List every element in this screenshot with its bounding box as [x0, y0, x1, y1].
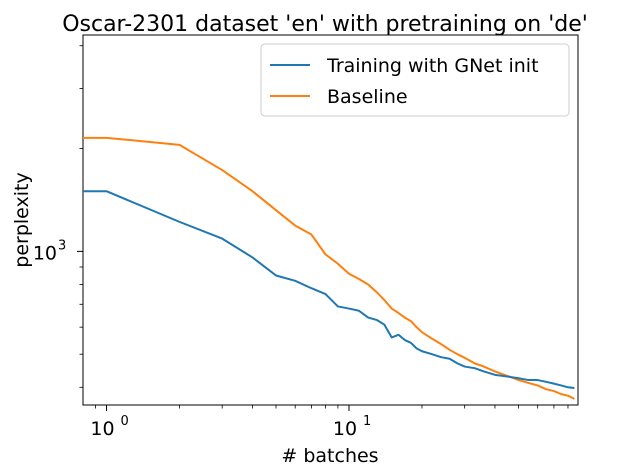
chart-title: Oscar-2301 dataset 'en' with pretraining… [62, 12, 588, 37]
legend: Training with GNet init Baseline [260, 43, 570, 117]
legend-frame [260, 43, 570, 117]
y-tick-label: 10 [33, 242, 57, 264]
x-axis-label: # batches [281, 445, 378, 467]
series-line-baseline [83, 136, 575, 400]
x-tick-exponent: 0 [120, 414, 128, 429]
series-line-gnet [83, 190, 575, 390]
x-tick-label: 10 [90, 418, 114, 440]
x-tick-label: 10 [333, 418, 357, 440]
plot-frame [82, 34, 579, 406]
legend-label-baseline: Baseline [327, 86, 408, 108]
series-group [83, 136, 575, 400]
x-tick-exponent: 1 [363, 414, 371, 429]
legend-label-gnet: Training with GNet init [326, 55, 539, 77]
y-tick-exponent: 3 [58, 238, 66, 253]
y-axis-label: perplexity [11, 172, 33, 267]
